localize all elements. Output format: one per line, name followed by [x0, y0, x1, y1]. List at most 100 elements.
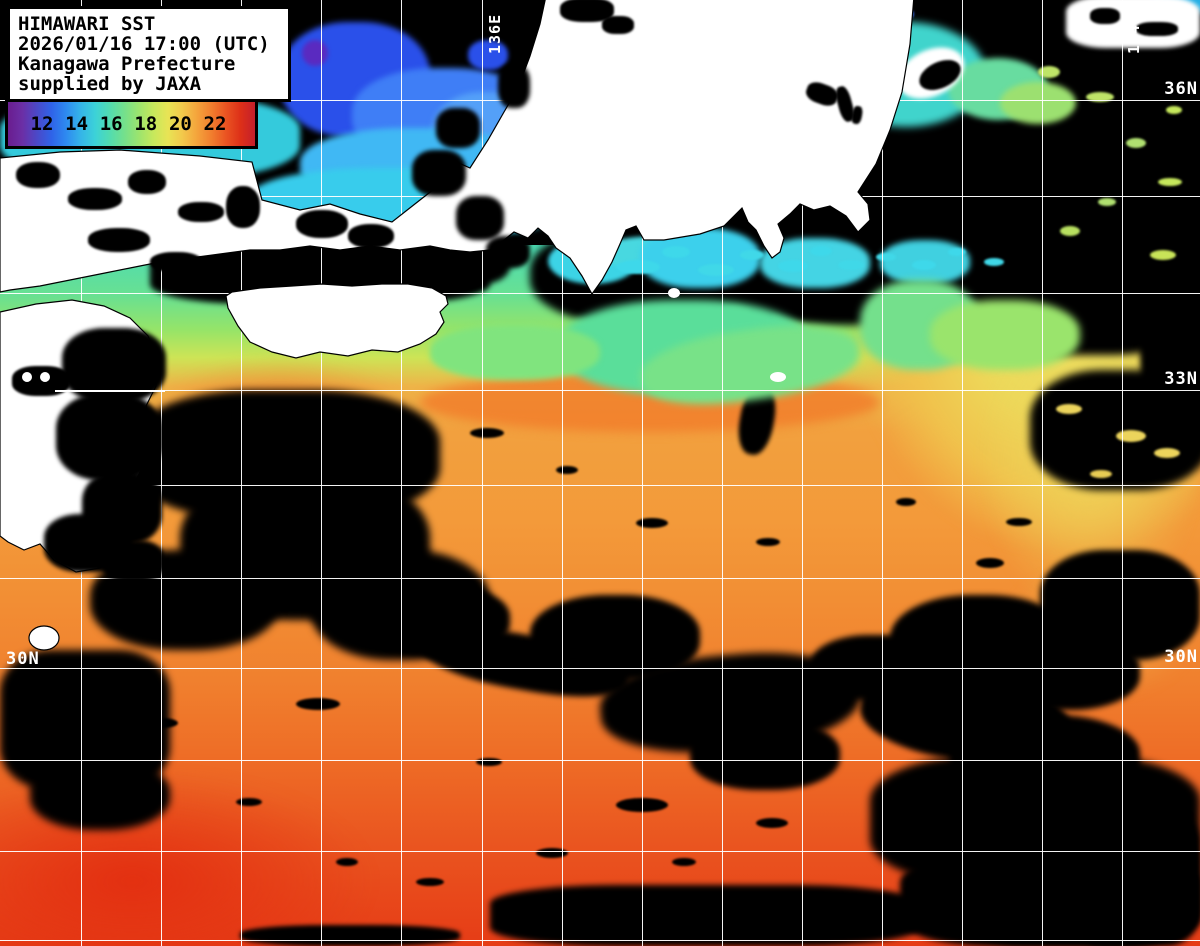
water-patch: [1038, 66, 1060, 78]
temperature-colorbar: 12 14 16 18 20 22: [5, 99, 258, 149]
longitude-gridline: [241, 0, 242, 946]
gap-patch: [1066, 0, 1200, 48]
latitude-gridline: [0, 390, 1200, 391]
cloud-patch: [296, 698, 340, 710]
cloud-patch: [476, 758, 502, 766]
water-patch: [698, 264, 734, 276]
colorbar-tick-label: 14: [65, 113, 89, 135]
cloud-patch: [1140, 60, 1200, 420]
cloud-patch: [30, 760, 170, 830]
cloud-patch: [1136, 22, 1178, 36]
gap-patch: [668, 288, 680, 298]
cloud-patch: [1006, 518, 1032, 526]
latitude-label-left: 30N: [6, 649, 40, 669]
cloud-patch: [412, 150, 466, 196]
cloud-patch: [376, 518, 404, 526]
cloud-patch: [756, 818, 788, 828]
water-patch: [948, 248, 966, 256]
gap-patch: [606, 226, 616, 234]
cloud-patch: [672, 858, 696, 866]
cloud-patch: [150, 252, 202, 272]
cloud-patch: [16, 162, 60, 188]
longitude-gridline: [562, 0, 563, 946]
cloud-patch: [68, 188, 122, 210]
water-patch: [1166, 106, 1182, 114]
latitude-gridline: [0, 578, 1200, 579]
water-patch: [876, 253, 896, 261]
cloud-patch: [240, 925, 460, 946]
longitude-label: 144E: [1125, 13, 1143, 54]
water-patch: [1126, 138, 1146, 148]
latitude-label-right: 33N: [1164, 369, 1198, 389]
water-patch: [1056, 404, 1082, 414]
cloud-patch: [950, 820, 1200, 946]
cloud-patch: [690, 720, 840, 790]
latitude-gridline: [0, 940, 1200, 941]
cloud-patch: [178, 202, 224, 222]
cloud-patch: [536, 848, 568, 858]
longitude-gridline: [482, 0, 483, 946]
latitude-label-right: 30N: [1164, 647, 1198, 667]
water-patch: [740, 250, 764, 260]
cloud-patch: [296, 210, 348, 238]
cloud-patch: [436, 108, 480, 148]
latitude-gridline: [0, 760, 1200, 761]
gap-patch: [40, 372, 50, 382]
latitude-gridline: [0, 485, 1200, 486]
water-patch: [810, 246, 832, 256]
gap-patch: [770, 372, 786, 382]
cloud-patch: [498, 64, 530, 108]
cloud-patch: [556, 466, 578, 474]
longitude-gridline: [321, 0, 322, 946]
cloud-patch: [102, 540, 164, 582]
water-patch: [1150, 250, 1176, 260]
water-patch: [912, 260, 936, 270]
cloud-patch: [236, 798, 262, 806]
cloud-patch: [1040, 550, 1200, 660]
water-patch: [1060, 226, 1080, 236]
longitude-gridline: [642, 0, 643, 946]
cloud-patch: [602, 16, 634, 34]
cloud-patch: [636, 518, 668, 528]
cloud-patch: [486, 236, 530, 268]
colorbar-tick-label: 18: [134, 113, 158, 135]
product-title: HIMAWARI SST: [18, 13, 156, 35]
colorbar-tick-label: 20: [168, 113, 192, 135]
cloud-patch: [470, 428, 504, 438]
water-patch: [1090, 470, 1112, 478]
supplier-credit: supplied by JAXA: [18, 73, 202, 95]
provider: Kanagawa Prefecture: [18, 53, 236, 75]
longitude-gridline: [802, 0, 803, 946]
water-patch: [572, 246, 606, 262]
gap-patch: [22, 372, 32, 382]
cloud-patch: [146, 718, 178, 728]
longitude-gridline: [161, 0, 162, 946]
cloud-patch: [226, 186, 260, 228]
longitude-gridline: [722, 0, 723, 946]
timestamp: 2026/01/16 17:00 (UTC): [18, 33, 270, 55]
cloud-patch: [456, 196, 504, 240]
longitude-gridline: [401, 0, 402, 946]
cloud-patch: [348, 224, 394, 248]
gap-patch: [640, 206, 656, 218]
water-patch: [430, 325, 600, 380]
water-patch: [1086, 92, 1114, 102]
water-patch: [838, 260, 864, 270]
latitude-gridline: [0, 293, 1200, 294]
water-patch: [1000, 82, 1076, 124]
cloud-patch: [756, 538, 780, 546]
cloud-patch: [128, 170, 166, 194]
longitude-label: 136E: [486, 13, 504, 54]
latitude-gridline: [0, 196, 1200, 197]
cloud-patch: [88, 228, 150, 252]
cloud-patch: [976, 558, 1004, 568]
water-patch: [1158, 178, 1182, 186]
water-patch: [1154, 448, 1180, 458]
water-patch: [1098, 198, 1116, 206]
water-patch: [1116, 430, 1146, 442]
colorbar-tick-label: 12: [30, 113, 54, 135]
longitude-gridline: [882, 0, 883, 946]
water-patch: [778, 260, 808, 272]
colorbar-tick-label: 16: [99, 113, 123, 135]
